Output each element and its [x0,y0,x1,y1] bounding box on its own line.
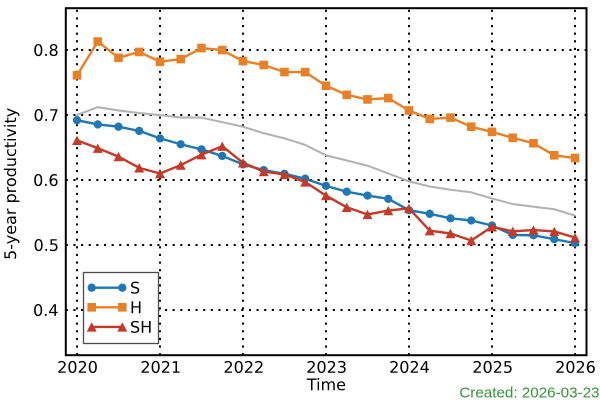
svg-text:Created: 2026-03-23: Created: 2026-03-23 [459,385,599,400]
